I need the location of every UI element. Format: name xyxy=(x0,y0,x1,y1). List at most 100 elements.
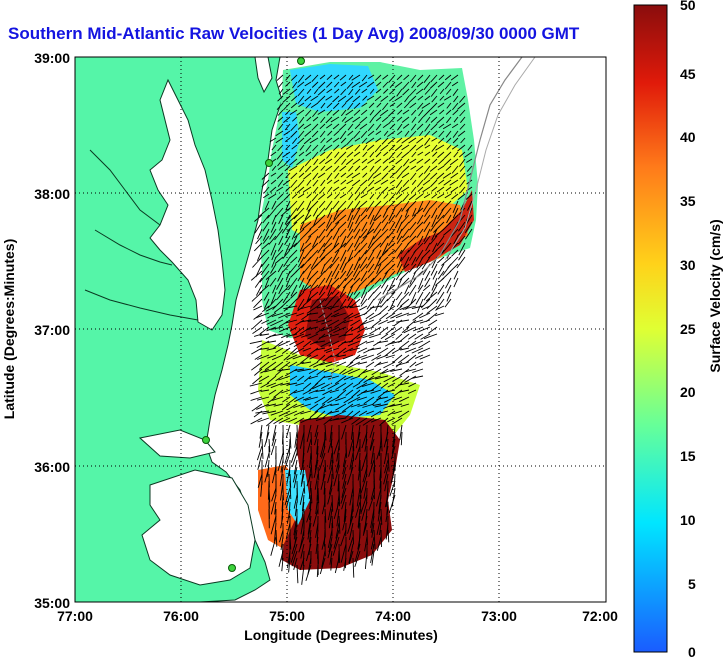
velocity-arrow xyxy=(396,256,403,268)
velocity-arrow xyxy=(408,284,417,296)
velocity-arrow xyxy=(313,361,326,368)
velocity-arrow xyxy=(348,221,354,231)
velocity-arrow xyxy=(285,200,291,211)
velocity-arrow xyxy=(449,179,459,186)
velocity-arrow xyxy=(348,522,354,540)
velocity-arrow xyxy=(367,158,375,164)
velocity-arrow xyxy=(429,200,438,209)
velocity-arrow xyxy=(318,284,326,296)
velocity-arrow xyxy=(270,263,277,274)
velocity-arrow xyxy=(363,515,368,534)
velocity-arrow xyxy=(319,403,333,410)
velocity-arrow xyxy=(299,221,305,231)
velocity-arrow xyxy=(466,158,473,163)
velocity-arrow xyxy=(347,102,354,111)
velocity-arrow xyxy=(333,529,340,549)
velocity-arrow xyxy=(390,368,403,372)
velocity-arrow xyxy=(296,291,305,301)
velocity-arrow xyxy=(431,207,438,219)
velocity-arrow xyxy=(354,137,361,142)
velocity-arrow xyxy=(352,263,361,277)
velocity-arrow xyxy=(355,431,361,449)
velocity-arrow xyxy=(250,270,263,281)
velocity-arrow xyxy=(373,291,382,301)
velocity-arrow xyxy=(331,312,340,318)
velocity-arrow xyxy=(420,333,431,340)
velocity-arrow xyxy=(306,347,319,357)
velocity-arrow xyxy=(289,88,298,96)
velocity-arrow xyxy=(275,249,284,259)
velocity-arrow xyxy=(385,326,396,335)
velocity-arrow xyxy=(362,151,368,158)
velocity-arrow xyxy=(422,200,431,213)
velocity-arrow xyxy=(358,375,368,384)
velocity-arrow xyxy=(411,375,424,379)
velocity-arrow xyxy=(384,242,396,253)
velocity-arrow xyxy=(415,165,424,172)
velocity-arrow xyxy=(360,214,368,223)
velocity-arrow xyxy=(293,214,305,225)
velocity-arrow xyxy=(457,102,466,110)
velocity-arrow xyxy=(430,74,438,83)
velocity-arrow xyxy=(273,403,284,407)
velocity-arrow xyxy=(335,396,347,402)
velocity-arrow xyxy=(343,312,354,320)
velocity-arrow xyxy=(366,410,375,415)
velocity-arrow xyxy=(278,417,291,424)
velocity-arrow xyxy=(299,557,305,570)
velocity-arrow xyxy=(299,487,305,505)
velocity-arrow xyxy=(376,263,382,274)
velocity-arrow xyxy=(370,445,375,465)
velocity-arrow xyxy=(421,305,431,310)
velocity-arrow xyxy=(415,249,424,262)
y-tick-label: 35:00 xyxy=(34,595,70,611)
velocity-arrow xyxy=(411,109,417,116)
velocity-arrow xyxy=(295,263,305,273)
velocity-arrow xyxy=(464,151,473,158)
velocity-arrow xyxy=(320,263,326,275)
velocity-arrow xyxy=(435,312,445,317)
velocity-arrow xyxy=(408,144,417,153)
velocity-arrow xyxy=(333,74,340,80)
velocity-arrow xyxy=(253,298,263,309)
velocity-arrow xyxy=(438,263,445,275)
velocity-arrow xyxy=(295,382,305,387)
velocity-arrow xyxy=(357,347,368,353)
x-tick-label: 74:00 xyxy=(375,608,411,624)
velocity-arrow xyxy=(343,375,354,381)
velocity-arrow xyxy=(304,95,312,102)
velocity-arrow xyxy=(402,109,410,115)
velocity-arrow xyxy=(443,158,452,167)
velocity-arrow xyxy=(353,109,361,116)
velocity-arrow xyxy=(458,151,466,158)
velocity-arrow xyxy=(396,88,403,97)
velocity-arrow xyxy=(376,249,382,259)
velocity-arrow xyxy=(325,165,333,172)
velocity-arrow xyxy=(328,536,333,553)
velocity-arrow xyxy=(411,179,417,185)
velocity-arrow xyxy=(350,403,361,408)
velocity-arrow xyxy=(404,375,417,383)
velocity-arrow xyxy=(285,228,291,239)
velocity-arrow xyxy=(388,158,396,164)
velocity-arrow xyxy=(446,137,452,144)
velocity-arrow xyxy=(355,354,368,360)
velocity-arrow xyxy=(256,445,263,461)
velocity-arrow xyxy=(387,452,390,472)
velocity-arrow xyxy=(423,193,431,199)
velocity-arrow xyxy=(325,221,333,232)
velocity-arrow xyxy=(436,291,445,304)
velocity-arrow xyxy=(380,508,383,525)
velocity-arrow xyxy=(451,165,459,174)
velocity-arrow xyxy=(365,361,375,368)
velocity-arrow xyxy=(335,459,340,473)
velocity-arrow xyxy=(266,375,277,384)
velocity-arrow xyxy=(378,319,389,325)
velocity-arrow xyxy=(354,550,361,568)
velocity-arrow xyxy=(338,333,347,338)
velocity-arrow xyxy=(396,361,410,367)
velocity-arrow xyxy=(293,235,305,248)
velocity-arrow xyxy=(428,319,438,326)
y-tick-label: 38:00 xyxy=(34,186,70,202)
velocity-arrow xyxy=(429,81,438,89)
